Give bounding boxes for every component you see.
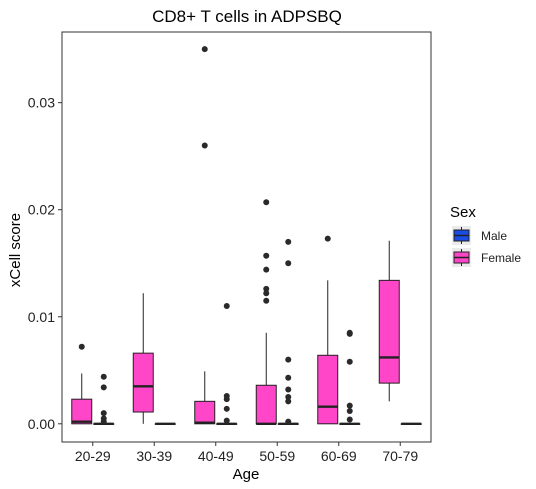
outlier-point bbox=[346, 358, 353, 365]
plot-marks bbox=[71, 46, 422, 426]
y-tick-label: 0.02 bbox=[28, 202, 55, 218]
outlier-point bbox=[223, 303, 230, 310]
x-axis-label: Age bbox=[233, 466, 260, 483]
outlier-point bbox=[285, 394, 292, 401]
y-tick-label: 0.00 bbox=[28, 416, 55, 432]
box-group bbox=[132, 293, 154, 424]
outlier-point bbox=[263, 290, 270, 297]
outlier-point bbox=[285, 398, 292, 405]
outlier-point bbox=[285, 374, 292, 381]
legend-label: Male bbox=[481, 229, 507, 243]
outlier-point bbox=[285, 386, 292, 393]
y-axis-label: xCell score bbox=[7, 213, 24, 287]
box-group bbox=[194, 46, 216, 425]
box bbox=[71, 398, 93, 425]
outlier-point bbox=[263, 252, 270, 259]
x-tick-label: 20-29 bbox=[75, 448, 111, 464]
outlier-point bbox=[100, 373, 107, 380]
outlier-point bbox=[285, 238, 292, 245]
box-group bbox=[277, 238, 299, 426]
outlier-point bbox=[263, 297, 270, 304]
box bbox=[317, 354, 339, 425]
outlier-point bbox=[223, 417, 230, 424]
outlier-point bbox=[100, 384, 107, 391]
outlier-point bbox=[263, 285, 270, 292]
outlier-point bbox=[346, 407, 353, 414]
outlier-point bbox=[223, 392, 230, 399]
plot-panel bbox=[61, 31, 432, 443]
chart-title: CD8+ T cells in ADPSBQ bbox=[152, 7, 342, 26]
box-group bbox=[378, 240, 400, 402]
legend-title: Sex bbox=[450, 204, 476, 221]
outlier-point bbox=[201, 142, 208, 149]
outlier-point bbox=[263, 199, 270, 206]
outlier-point bbox=[285, 260, 292, 267]
y-tick-label: 0.01 bbox=[28, 309, 55, 325]
box-group bbox=[216, 303, 238, 426]
x-tick-label: 70-79 bbox=[382, 448, 418, 464]
outlier-point bbox=[285, 418, 292, 425]
outlier-point bbox=[100, 415, 107, 422]
outlier-point bbox=[346, 402, 353, 409]
outlier-point bbox=[346, 329, 353, 336]
box-group bbox=[93, 373, 115, 426]
box bbox=[194, 400, 216, 425]
outlier-point bbox=[100, 410, 107, 417]
outlier-point bbox=[78, 343, 85, 350]
box-group bbox=[400, 422, 422, 426]
x-tick-label: 60-69 bbox=[321, 448, 357, 464]
box-group bbox=[317, 235, 339, 425]
box bbox=[132, 352, 154, 413]
x-axis: 20-29 30-39 40-49 50-59 60-69 70-79 bbox=[75, 442, 418, 464]
outlier-point bbox=[285, 356, 292, 363]
x-tick-label: 30-39 bbox=[136, 448, 172, 464]
box-group bbox=[71, 343, 93, 425]
outlier-point bbox=[324, 235, 331, 242]
x-tick-label: 50-59 bbox=[259, 448, 295, 464]
outlier-point bbox=[223, 405, 230, 412]
x-tick-label: 40-49 bbox=[198, 448, 234, 464]
outlier-point bbox=[201, 46, 208, 53]
outlier-point bbox=[263, 266, 270, 273]
box-group bbox=[154, 422, 176, 426]
outlier-point bbox=[346, 416, 353, 423]
box-group bbox=[339, 329, 361, 426]
y-axis: 0.00 0.01 0.02 0.03 bbox=[28, 95, 62, 432]
box bbox=[255, 384, 277, 425]
y-tick-label: 0.03 bbox=[28, 95, 55, 111]
legend: Sex Male Female bbox=[450, 204, 521, 267]
legend-label: Female bbox=[481, 251, 521, 265]
box-group bbox=[255, 199, 277, 426]
box bbox=[378, 279, 400, 384]
